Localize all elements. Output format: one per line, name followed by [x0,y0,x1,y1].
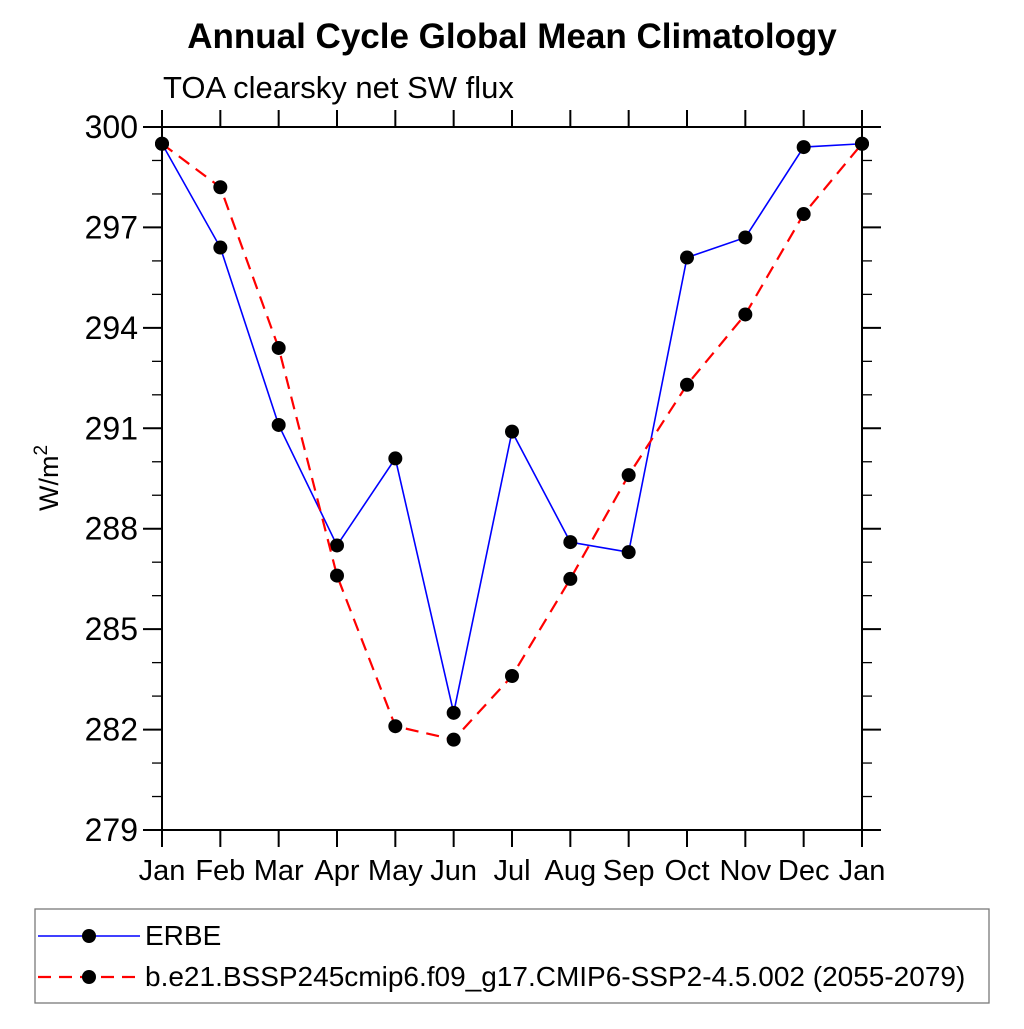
series-0-marker [680,250,694,265]
series-1-marker [505,669,519,684]
y-tick-label: 297 [85,209,138,245]
series-0-marker [213,240,228,255]
series-1-marker [155,136,169,151]
series-1-marker [621,468,636,483]
x-tick-label: Dec [778,855,830,887]
y-tick-label: 291 [85,410,138,446]
data-series [155,136,869,747]
x-tick-label: Sep [603,855,655,887]
series-0-marker [621,545,636,560]
y-tick-label: 294 [85,310,138,346]
series-0-marker [505,424,519,439]
x-tick-label: Apr [314,855,359,887]
series-1-marker [388,719,403,734]
series-0-marker [796,140,811,155]
series-0-marker [446,705,461,720]
x-tick-label: Jan [839,855,886,887]
x-tick-label: Feb [195,855,245,887]
series-1-marker [271,340,286,355]
legend: ERBE b.e21.BSSP245cmip6.f09_g17.CMIP6-SSP… [34,908,990,1004]
y-tick-label: 288 [85,511,138,547]
y-axis-label: W/m2 [31,445,64,511]
series-0-marker [388,451,403,466]
y-tick-label: 282 [85,712,138,748]
y-tick-label: 285 [85,611,138,647]
series-1-marker [855,136,869,151]
x-tick-label: Jan [139,855,186,887]
plot-frame [161,126,863,831]
x-tick-label: Nov [720,855,772,887]
legend-label-1: b.e21.BSSP245cmip6.f09_g17.CMIP6-SSP2-4.… [145,961,965,992]
x-tick-label: Oct [664,855,709,887]
x-tick-label: Mar [254,855,304,887]
chart-title: Annual Cycle Global Mean Climatology [187,17,837,56]
x-tick-label: Jul [493,855,530,887]
series-1-marker [796,207,811,222]
series-0-marker [563,535,578,550]
y-tick-label: 300 [85,109,138,145]
series-1-marker [446,732,461,747]
series-1-marker [680,377,694,392]
axis-ticks [143,110,881,847]
y-axis-label-base: W/m [34,456,64,511]
x-tick-label: Jun [430,855,477,887]
y-tick-label: 279 [85,812,138,848]
series-1-marker [330,568,344,583]
x-tick-label: Aug [545,855,597,887]
series-0-marker [271,417,286,432]
x-tick-label: May [368,855,423,887]
legend-label-0: ERBE [145,920,221,951]
series-1-marker [738,307,753,322]
legend-marker-0 [82,929,96,943]
series-1-marker [213,180,228,195]
legend-marker-1 [82,970,96,984]
series-0-marker [738,230,753,245]
series-line-1 [161,142,863,741]
series-0-marker [330,538,344,553]
y-axis-label-exponent: 2 [31,445,52,456]
legend-box [34,908,990,1004]
axis-tick-labels: Jan Feb Mar Apr May Jun Jul Aug Sep Oct Nov Dec Jan2… [85,109,886,887]
chart-subtitle: TOA clearsky net SW flux [163,70,514,105]
series-1-marker [563,571,578,586]
